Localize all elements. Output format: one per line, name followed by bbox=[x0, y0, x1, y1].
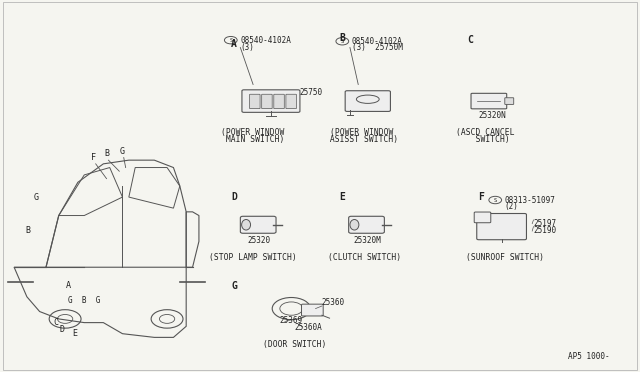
FancyBboxPatch shape bbox=[286, 94, 296, 109]
FancyBboxPatch shape bbox=[474, 212, 491, 223]
Text: AP5 1000-: AP5 1000- bbox=[568, 352, 610, 361]
Text: (STOP LAMP SWITCH): (STOP LAMP SWITCH) bbox=[209, 253, 297, 263]
Text: D: D bbox=[60, 326, 65, 334]
Text: F: F bbox=[477, 192, 483, 202]
FancyBboxPatch shape bbox=[477, 214, 527, 240]
Text: E: E bbox=[72, 329, 77, 338]
Text: (3): (3) bbox=[241, 43, 254, 52]
Text: 08540-4102A: 08540-4102A bbox=[241, 36, 291, 45]
Text: G: G bbox=[120, 147, 125, 157]
Text: B: B bbox=[104, 149, 109, 158]
Text: E: E bbox=[339, 192, 345, 202]
Text: 08540-4102A: 08540-4102A bbox=[352, 37, 403, 46]
Text: (DOOR SWITCH): (DOOR SWITCH) bbox=[263, 340, 326, 349]
Text: 25190: 25190 bbox=[534, 226, 557, 235]
Text: G: G bbox=[231, 282, 237, 291]
Text: S: S bbox=[493, 198, 497, 202]
Text: MAIN SWITCH): MAIN SWITCH) bbox=[221, 135, 285, 144]
Text: C: C bbox=[467, 35, 473, 45]
Ellipse shape bbox=[350, 219, 359, 230]
Text: D: D bbox=[231, 192, 237, 202]
Text: (CLUTCH SWITCH): (CLUTCH SWITCH) bbox=[328, 253, 401, 263]
Text: (2): (2) bbox=[505, 202, 518, 211]
Text: (SUNROOF SWITCH): (SUNROOF SWITCH) bbox=[466, 253, 544, 263]
Text: 25360: 25360 bbox=[322, 298, 345, 307]
Text: (POWER WINDOW: (POWER WINDOW bbox=[330, 128, 393, 137]
Text: (POWER WINDOW: (POWER WINDOW bbox=[221, 128, 285, 137]
Text: S: S bbox=[229, 38, 232, 43]
Text: B: B bbox=[26, 226, 31, 235]
Ellipse shape bbox=[242, 219, 250, 230]
Text: B: B bbox=[339, 33, 345, 43]
FancyBboxPatch shape bbox=[242, 90, 300, 112]
Text: A: A bbox=[66, 281, 71, 290]
FancyBboxPatch shape bbox=[505, 98, 514, 105]
Text: C: C bbox=[53, 318, 58, 327]
FancyBboxPatch shape bbox=[274, 94, 284, 109]
Text: F: F bbox=[92, 153, 96, 162]
FancyBboxPatch shape bbox=[349, 216, 385, 233]
Text: A: A bbox=[231, 39, 237, 49]
FancyBboxPatch shape bbox=[471, 93, 507, 109]
FancyBboxPatch shape bbox=[241, 216, 276, 233]
Text: 25320M: 25320M bbox=[354, 236, 381, 245]
Text: 08313-51097: 08313-51097 bbox=[505, 196, 556, 205]
Text: (ASCD CANCEL: (ASCD CANCEL bbox=[456, 128, 515, 137]
FancyBboxPatch shape bbox=[301, 304, 323, 316]
Text: (3)  25750M: (3) 25750M bbox=[352, 43, 403, 52]
Text: S: S bbox=[340, 39, 344, 44]
Text: G: G bbox=[34, 193, 39, 202]
Text: 25320: 25320 bbox=[248, 236, 271, 245]
FancyBboxPatch shape bbox=[345, 91, 390, 112]
Text: 25369: 25369 bbox=[280, 316, 303, 325]
Text: 25320N: 25320N bbox=[478, 111, 506, 121]
FancyBboxPatch shape bbox=[262, 94, 272, 109]
Text: ASISST SWITCH): ASISST SWITCH) bbox=[325, 135, 398, 144]
Text: 25360A: 25360A bbox=[294, 323, 323, 331]
Text: G  B  G: G B G bbox=[68, 296, 100, 305]
Text: 25197: 25197 bbox=[534, 219, 557, 228]
Text: 25750: 25750 bbox=[299, 89, 322, 97]
Text: SWITCH): SWITCH) bbox=[461, 135, 510, 144]
FancyBboxPatch shape bbox=[250, 94, 260, 109]
